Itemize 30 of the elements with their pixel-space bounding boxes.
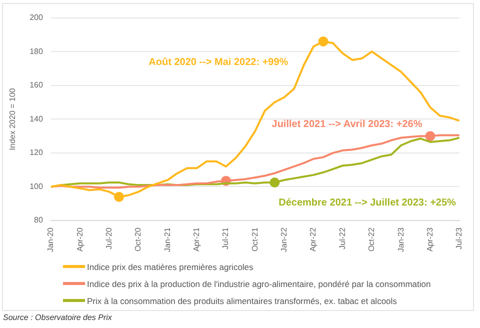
x-tick-label: Jan-21 [162,226,172,252]
y-tick-label: 200 [30,13,44,22]
x-tick-label: Oct-21 [250,226,260,252]
y-tick-label: 120 [30,148,44,158]
y-tick-label: 80 [34,216,44,225]
y-axis-title: Index 2020 = 100 [8,88,18,150]
y-tick-label: 140 [30,114,44,124]
x-tick-label: Oct-22 [367,226,376,252]
legend-label: Prix à la consommation des produits alimentaires transformés, ex. tabac et alcools [87,296,397,306]
x-tick-label: Jan-23 [396,226,406,252]
legend-label: Indice prix des matières premières agricoles [87,262,254,272]
x-tick-label: Apr-20 [75,226,84,252]
x-tick-label: Jul-23 [454,226,464,250]
x-tick-label: Apr-21 [192,226,202,252]
y-tick-label: 100 [30,182,44,191]
x-tick-label: Apr-22 [308,226,318,252]
x-tick-label: Jul-20 [104,226,114,250]
source-note: Source : Observatoire des Prix [3,313,112,322]
x-tick-label: Jul-21 [221,226,230,250]
x-tick-label: Oct-20 [134,226,143,252]
annotation: Juillet 2021 --> Avril 2023: +26% [272,118,422,130]
y-tick-label: 160 [30,80,44,90]
x-tick-label: Jan-20 [46,226,56,252]
x-tick-label: Jul-22 [338,226,347,250]
annotation: Août 2020 --> Mai 2022: +99% [148,57,288,68]
legend-label: Indice des prix à la production de l'industrie agro-alimentaire, pondéré par la consommation [87,278,431,288]
x-tick-label: Apr-23 [425,226,434,252]
y-tick-label: 180 [30,46,44,56]
x-tick-label: Jan-22 [280,226,289,252]
annotation: Décembre 2021 --> Juillet 2023: +25% [278,197,456,208]
